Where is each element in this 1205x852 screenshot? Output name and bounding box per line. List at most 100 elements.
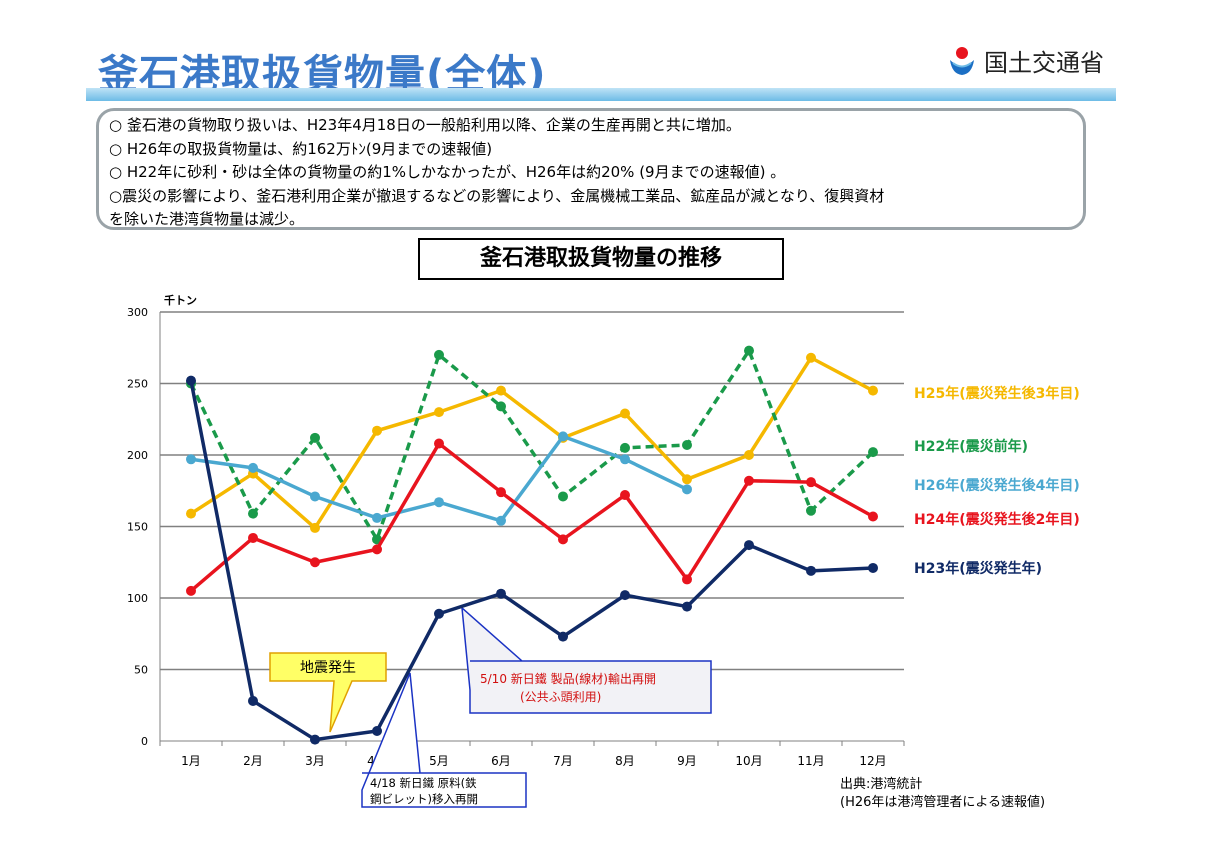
summary-box: ○ 釜石港の貨物取り扱いは、H23年4月18日の一般船利用以降、企業の生産再開と… — [96, 108, 1086, 230]
ministry-logo: 国土交通省 — [948, 42, 1104, 78]
legend-entry: H26年(震災発生後4年目) — [914, 477, 1080, 494]
data-point — [744, 345, 754, 356]
data-point — [558, 534, 568, 545]
source-note: 出典:港湾統計 (H26年は港湾管理者による速報値) — [840, 776, 1045, 812]
series-line — [190, 356, 874, 530]
x-tick-label: 6月 — [491, 754, 511, 768]
data-point — [868, 562, 878, 573]
legend-entry: H25年(震災発生後3年目) — [914, 385, 1080, 402]
data-point — [682, 484, 692, 495]
legend-entry: H24年(震災発生後2年目) — [914, 511, 1080, 528]
data-point — [186, 454, 196, 465]
summary-line: ○ H26年の取扱貨物量は、約162万ﾄﾝ(9月までの速報値) — [109, 139, 493, 158]
series-line — [189, 380, 874, 742]
data-point — [434, 438, 444, 449]
data-point — [806, 352, 816, 363]
ministry-emblem-icon — [948, 44, 976, 76]
series-line — [190, 434, 688, 523]
data-point — [248, 532, 258, 543]
annotation-callout — [361, 672, 527, 808]
series-line — [189, 441, 874, 593]
data-point — [620, 454, 630, 465]
data-point — [372, 544, 382, 555]
data-point — [186, 375, 196, 386]
y-tick-label: 50 — [134, 664, 148, 677]
annotation-text: (公共ふ頭利用) — [520, 690, 601, 704]
y-axis-label: 千トン — [164, 293, 197, 307]
legend-entry: H22年(震災前年) — [914, 438, 1028, 455]
data-point — [558, 631, 568, 642]
x-tick-label: 12月 — [859, 754, 886, 768]
x-tick-label: 5月 — [429, 754, 449, 768]
y-tick-label: 0 — [141, 735, 148, 748]
data-point — [620, 442, 630, 453]
legend-entry: H23年(震災発生年) — [914, 560, 1042, 577]
data-point — [496, 385, 506, 396]
data-point — [496, 487, 506, 498]
data-point — [868, 385, 878, 396]
x-tick-label: 7月 — [553, 754, 573, 768]
data-point — [496, 515, 506, 526]
x-tick-label: 1月 — [181, 754, 201, 768]
annotation-text: 5/10 新日鐵 製品(線材)輸出再開 — [480, 671, 656, 686]
x-tick-label: 8月 — [615, 754, 635, 768]
series-line — [189, 348, 875, 542]
summary-line: ○ H22年に砂利・砂は全体の貨物量の約1%しかなかったが、H26年は約20% … — [109, 163, 786, 181]
data-point — [620, 408, 630, 419]
data-point — [868, 511, 878, 522]
x-tick-label: 11月 — [797, 754, 824, 768]
y-tick-label: 150 — [127, 521, 148, 534]
data-point — [744, 450, 754, 460]
data-point — [248, 695, 258, 706]
ministry-name: 国土交通省 — [984, 48, 1104, 77]
data-point — [434, 407, 444, 418]
data-point — [496, 588, 506, 599]
data-point — [372, 725, 382, 736]
x-tick-label: 9月 — [677, 754, 697, 768]
y-tick-label: 100 — [127, 592, 148, 605]
y-tick-label: 200 — [127, 449, 148, 462]
data-point — [682, 474, 692, 485]
data-point — [372, 512, 382, 523]
summary-line: ○震災の影響により、釜石港利用企業が撤退するなどの影響により、金属機械工業品、鉱… — [109, 186, 885, 205]
data-point — [806, 505, 816, 516]
x-tick-label: 3月 — [305, 754, 325, 768]
data-point — [806, 565, 816, 576]
data-point — [248, 462, 258, 473]
annotation-callout — [461, 606, 712, 714]
data-point — [310, 491, 320, 502]
data-point — [434, 349, 444, 360]
annotation-text: 地震発生 — [300, 660, 356, 676]
data-point — [744, 540, 754, 551]
chart-title: 釜石港取扱貨物量の推移 — [418, 238, 784, 280]
data-point — [434, 608, 444, 619]
annotation-callout — [269, 652, 387, 733]
data-point — [620, 490, 630, 501]
data-point — [186, 585, 196, 596]
data-point — [310, 734, 320, 745]
data-point — [868, 447, 878, 458]
x-tick-label: 2月 — [243, 754, 263, 768]
data-point — [558, 491, 568, 502]
data-point — [620, 590, 630, 601]
summary-line: ○ 釜石港の貨物取り扱いは、H23年4月18日の一般船利用以降、企業の生産再開と… — [109, 116, 741, 134]
data-point — [372, 425, 382, 436]
data-point — [806, 477, 816, 488]
x-tick-label: 10月 — [735, 754, 762, 768]
data-point — [310, 557, 320, 568]
annotation-text: 鋼ビレット)移入再開 — [370, 792, 478, 806]
data-point — [310, 432, 320, 443]
source-line: 出典:港湾統計 — [840, 777, 923, 792]
data-point — [186, 508, 196, 519]
y-tick-label: 300 — [127, 306, 148, 319]
title-underline-band — [86, 88, 1116, 101]
data-point — [744, 475, 754, 486]
data-point — [248, 508, 258, 519]
data-point — [434, 497, 444, 508]
summary-line: を除いた港湾貨物量は減少。 — [109, 210, 305, 228]
data-point — [682, 574, 692, 585]
data-point — [310, 522, 320, 533]
data-point — [558, 431, 568, 442]
data-point — [496, 401, 506, 412]
